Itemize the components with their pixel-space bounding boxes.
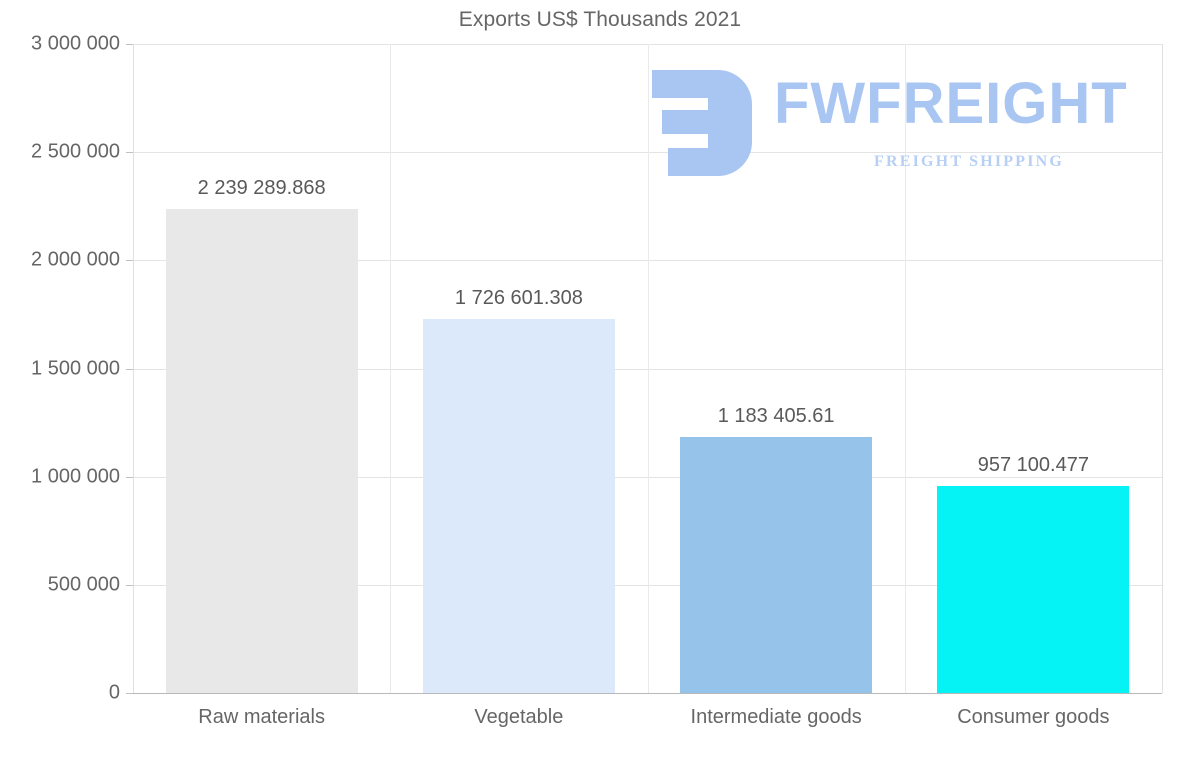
y-axis-tick-mark [126, 44, 133, 45]
y-axis-tick-label: 0 [108, 681, 120, 704]
gridline [133, 260, 1162, 262]
chart-title: Exports US$ Thousands 2021 [458, 8, 742, 31]
y-axis-tick-label: 500 000 [47, 573, 120, 596]
y-axis-tick-mark [126, 693, 133, 694]
bar[interactable] [680, 437, 873, 693]
y-axis-tick-mark [126, 152, 133, 154]
category-separator [133, 44, 134, 693]
x-axis-category-label: Intermediate goods [690, 706, 862, 728]
y-axis-tick-label: 3 000 000 [31, 32, 120, 55]
y-axis-tick-mark [126, 476, 133, 478]
bar[interactable] [422, 319, 615, 693]
x-axis-category-label: Vegetable [474, 706, 564, 728]
plot-area [133, 44, 1163, 694]
bar-value-label: 957 100.477 [977, 453, 1089, 476]
gridline [133, 44, 1162, 45]
y-axis-tick-mark [126, 584, 133, 586]
category-separator [1162, 44, 1163, 693]
category-separator [390, 44, 391, 693]
y-axis-tick-mark [126, 260, 133, 262]
bar-value-label: 1 726 601.308 [454, 287, 583, 310]
y-axis-tick-mark [126, 368, 133, 370]
bar-value-label: 1 183 405.61 [717, 404, 835, 427]
gridline [133, 476, 1162, 478]
gridline [133, 584, 1162, 586]
gridline [133, 368, 1162, 370]
bar[interactable] [165, 208, 358, 693]
x-axis-category-label: Raw materials [198, 706, 325, 728]
bar[interactable] [937, 485, 1130, 693]
y-axis-tick-label: 2 500 000 [31, 140, 120, 163]
y-axis-tick-label: 1 000 000 [31, 465, 120, 488]
y-axis-tick-label: 2 000 000 [31, 248, 120, 271]
category-separator [648, 44, 649, 693]
gridline [133, 693, 1162, 694]
x-axis-category-label: Consumer goods [957, 706, 1110, 728]
gridline [133, 152, 1162, 154]
bar-value-label: 2 239 289.868 [197, 176, 326, 199]
y-axis-tick-label: 1 500 000 [31, 357, 120, 379]
category-separator [905, 44, 906, 693]
